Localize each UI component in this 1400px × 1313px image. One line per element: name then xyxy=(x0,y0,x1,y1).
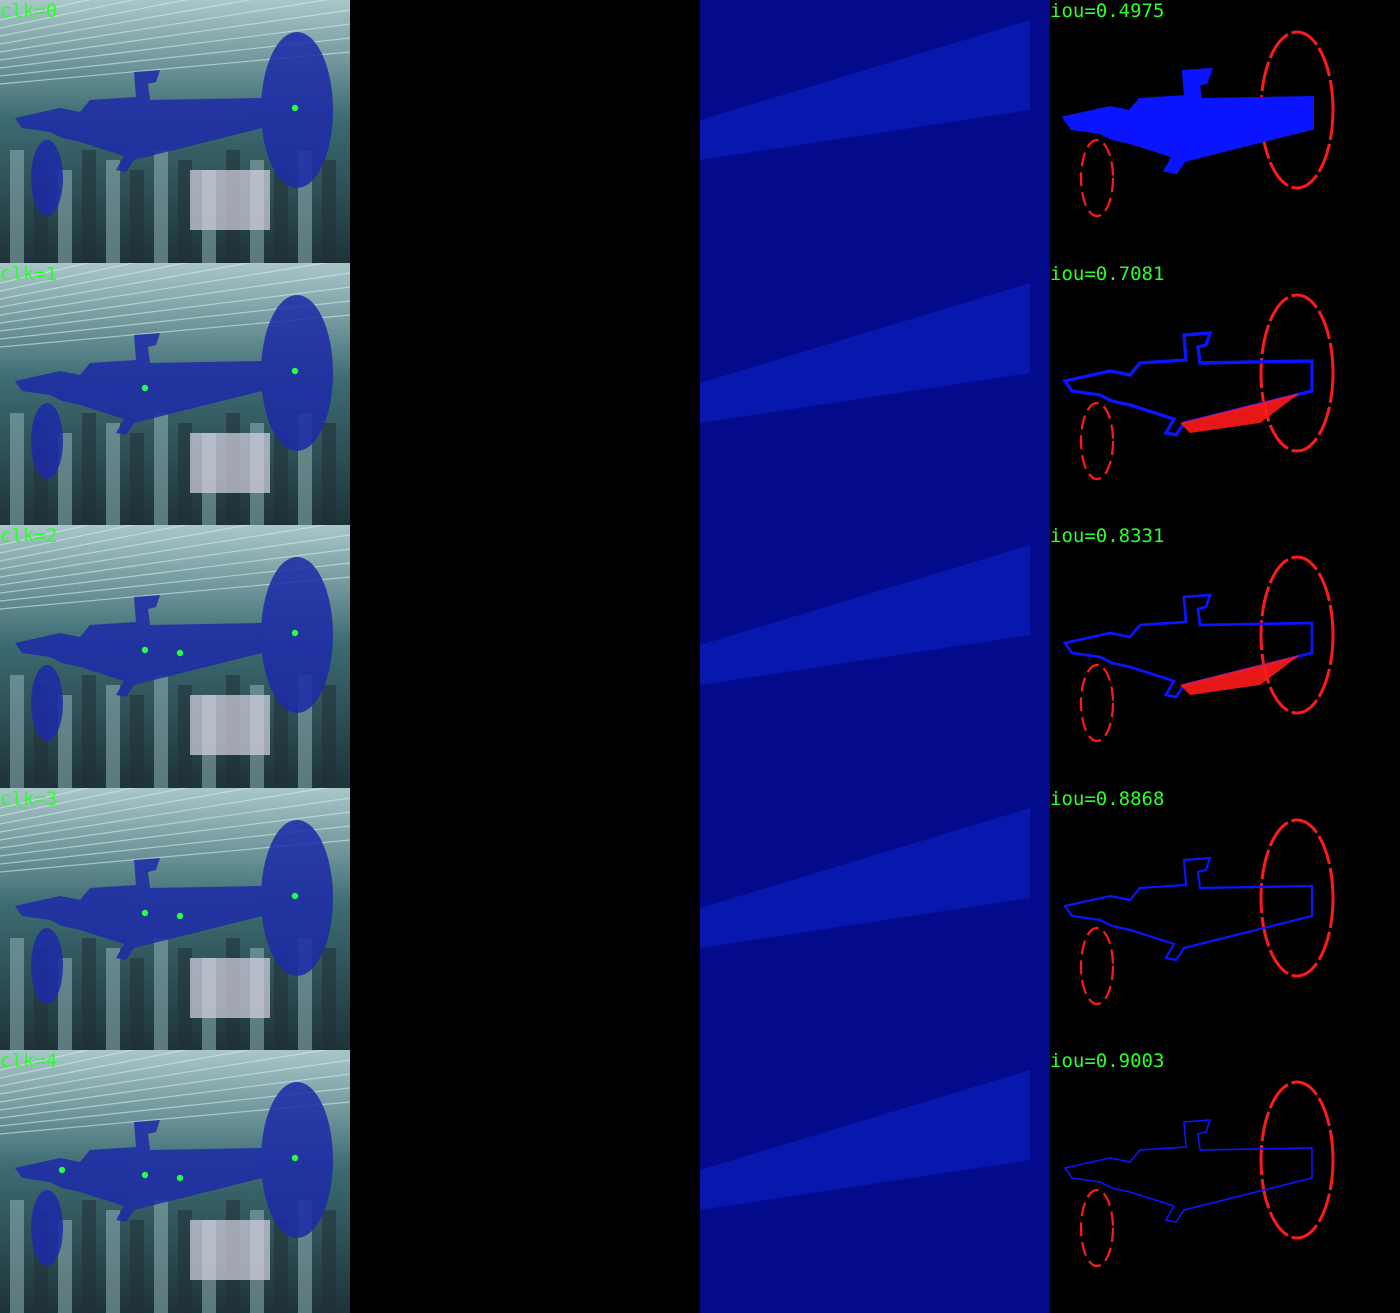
iou-score-label: iou=0.8331 xyxy=(1050,525,1165,548)
positive-click-marker xyxy=(176,912,184,919)
error-map-row-1: iou=0.7081 xyxy=(1050,262,1400,526)
probability-heatmap-row-0 xyxy=(700,0,1050,263)
probability-heatmap-row-2 xyxy=(700,525,1050,788)
predicted-mask-row-0 xyxy=(350,0,700,263)
positive-click-marker xyxy=(291,104,299,112)
positive-click-marker xyxy=(141,384,149,391)
positive-click-marker xyxy=(291,892,299,899)
predicted-mask-image xyxy=(350,787,700,1051)
click-count-label: clk=1 xyxy=(0,262,58,285)
overlay-with-clicks-image xyxy=(0,787,350,1051)
error-map-image xyxy=(1050,787,1400,1051)
overlay-with-clicks-row-3: clk=3 xyxy=(0,787,350,1051)
error-map-image xyxy=(1050,262,1400,526)
positive-click-marker xyxy=(291,1155,299,1162)
predicted-mask-row-1 xyxy=(350,262,700,526)
positive-click-marker xyxy=(141,1172,149,1179)
positive-click-marker xyxy=(291,367,299,374)
predicted-mask-image xyxy=(350,0,700,263)
overlay-with-clicks-row-1: clk=1 xyxy=(0,262,350,526)
positive-click-marker xyxy=(176,1175,184,1182)
probability-heatmap-image xyxy=(700,525,1050,788)
click-count-label: clk=4 xyxy=(0,1050,58,1073)
positive-click-marker xyxy=(141,909,149,916)
click-count-label: clk=2 xyxy=(0,525,58,548)
error-map-row-4: iou=0.9003 xyxy=(1050,1050,1400,1313)
error-map-row-2: iou=0.8331 xyxy=(1050,525,1400,788)
click-count-label: clk=0 xyxy=(0,0,58,22)
predicted-mask-image xyxy=(350,1050,700,1313)
iou-score-label: iou=0.7081 xyxy=(1050,262,1165,285)
error-map-image xyxy=(1050,1050,1400,1313)
overlay-with-clicks-image xyxy=(0,1050,350,1313)
click-count-label: clk=3 xyxy=(0,787,58,810)
probability-heatmap-row-3 xyxy=(700,787,1050,1051)
probability-heatmap-image xyxy=(700,787,1050,1051)
positive-click-marker xyxy=(176,649,184,657)
overlay-with-clicks-image xyxy=(0,525,350,788)
probability-heatmap-image xyxy=(700,262,1050,526)
overlay-with-clicks-image xyxy=(0,0,350,263)
overlay-with-clicks-row-0: clk=0 xyxy=(0,0,350,263)
error-map-row-3: iou=0.8868 xyxy=(1050,787,1400,1051)
error-map-image xyxy=(1050,0,1400,263)
probability-heatmap-image xyxy=(700,0,1050,263)
overlay-with-clicks-image xyxy=(0,262,350,526)
positive-click-marker xyxy=(291,629,299,637)
probability-heatmap-row-4 xyxy=(700,1050,1050,1313)
predicted-mask-image xyxy=(350,525,700,788)
predicted-mask-row-3 xyxy=(350,787,700,1051)
positive-click-marker xyxy=(141,646,149,654)
iou-score-label: iou=0.8868 xyxy=(1050,787,1165,810)
probability-heatmap-row-1 xyxy=(700,262,1050,526)
predicted-mask-row-2 xyxy=(350,525,700,788)
positive-click-marker xyxy=(58,1167,66,1174)
predicted-mask-image xyxy=(350,262,700,526)
predicted-mask-row-4 xyxy=(350,1050,700,1313)
overlay-with-clicks-row-2: clk=2 xyxy=(0,525,350,788)
error-map-row-0: iou=0.4975 xyxy=(1050,0,1400,263)
probability-heatmap-image xyxy=(700,1050,1050,1313)
iou-score-label: iou=0.9003 xyxy=(1050,1050,1165,1073)
iou-score-label: iou=0.4975 xyxy=(1050,0,1165,22)
error-map-image xyxy=(1050,525,1400,788)
overlay-with-clicks-row-4: clk=4 xyxy=(0,1050,350,1313)
